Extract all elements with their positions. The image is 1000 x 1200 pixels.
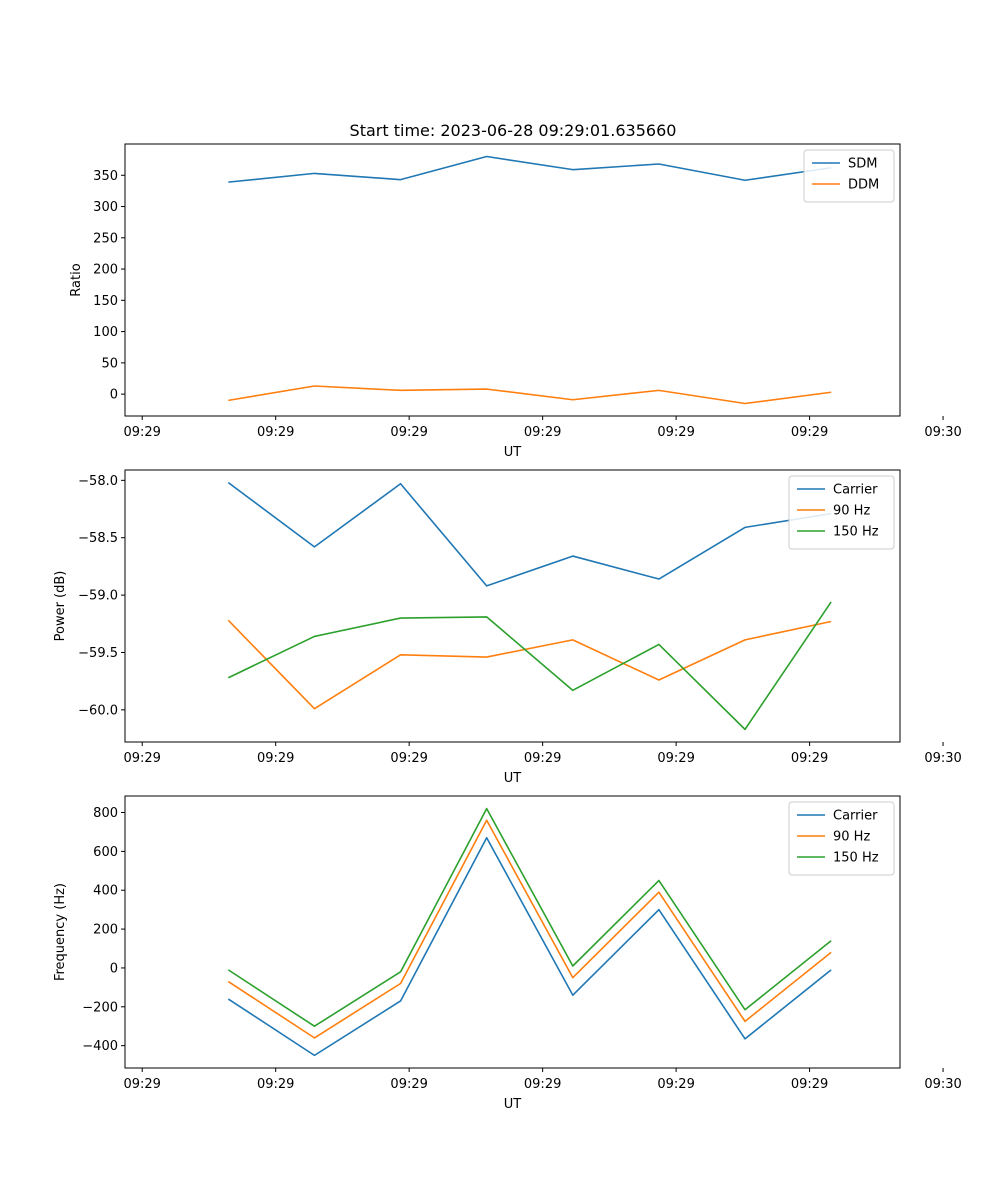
y-tick-label: −400 [82,1039,118,1054]
x-tick-label: 09:29 [657,1077,694,1092]
legend-label: Carrier [833,809,878,824]
x-tick-label: 09:29 [257,1077,294,1092]
x-tick-label: 09:30 [924,425,961,440]
y-tick-label: 400 [93,884,118,899]
series-line [227,601,832,731]
y-tick-label: −58.5 [78,531,118,546]
x-tick-label: 09:29 [791,751,828,766]
x-tick-label: 09:29 [257,425,294,440]
y-tick-label: 600 [93,845,118,860]
figure-title: Start time: 2023-06-28 09:29:01.635660 [350,121,677,140]
legend-label: 150 Hz [833,525,879,540]
x-tick-label: 09:29 [123,751,160,766]
x-tick-label: 09:29 [123,1077,160,1092]
y-tick-label: −200 [82,1000,118,1015]
subplot-2: 09:29 09:29 09:29 09:29 09:29 09:29 09:30 −60.0… [53,469,962,786]
legend-label: DDM [848,178,879,193]
y-tick-label: −58.0 [78,474,118,489]
y-tick-label: 50 [101,356,118,371]
x-tick-label: 09:29 [791,425,828,440]
series-line [228,385,832,405]
y-tick-label: 300 [93,200,118,215]
y-axis-label: Power (dB) [53,571,68,642]
axes-frame [124,469,901,743]
series-line [228,155,832,183]
y-axis-label: Ratio [69,263,84,296]
y-tick-label: −59.5 [78,646,118,661]
x-axis-label: UT [504,771,522,786]
y-tick-label: 200 [93,263,118,278]
x-tick-label: 09:29 [390,425,427,440]
y-tick-label: 0 [110,388,118,403]
x-tick-label: 09:30 [924,751,961,766]
legend-label: Carrier [833,483,878,498]
axes-frame [124,795,901,1069]
legend-label: 90 Hz [833,830,870,845]
legend-label: SDM [848,157,877,172]
x-tick-label: 09:29 [524,751,561,766]
x-tick-label: 09:29 [657,425,694,440]
x-tick-label: 09:29 [524,425,561,440]
x-tick-label: 09:29 [257,751,294,766]
series-line [227,807,832,1028]
legend: Carrier 90 Hz 150 Hz [788,801,895,876]
x-tick-label: 09:29 [390,751,427,766]
y-tick-label: 150 [93,294,118,309]
y-tick-label: 100 [93,325,118,340]
legend-label: 150 Hz [833,851,879,866]
series-line [227,819,832,1039]
axes-frame [124,143,901,417]
x-axis-label: UT [504,445,522,460]
subplot-3: 09:29 09:29 09:29 09:29 09:29 09:29 09:30 −400 −… [53,795,962,1112]
y-tick-label: 800 [93,806,118,821]
x-tick-label: 09:29 [123,425,160,440]
x-tick-label: 09:29 [657,751,694,766]
y-tick-label: 0 [110,961,118,976]
legend: Carrier 90 Hz 150 Hz [788,475,895,550]
x-tick-label: 09:29 [791,1077,828,1092]
legend: SDM DDM [803,149,895,203]
y-tick-label: −59.0 [78,589,118,604]
x-tick-label: 09:29 [524,1077,561,1092]
y-tick-label: −60.0 [78,703,118,718]
x-tick-label: 09:30 [924,1077,961,1092]
subplots: 09:29 09:29 09:29 09:29 09:29 09:29 09:30 0 50 10… [53,143,962,1112]
x-tick-label: 09:29 [390,1077,427,1092]
series-line [227,481,832,587]
y-tick-label: 250 [93,231,118,246]
y-axis-label: Frequency (Hz) [53,883,68,981]
series-line [227,836,832,1057]
x-axis-label: UT [504,1097,522,1112]
legend-label: 90 Hz [833,504,870,519]
y-tick-label: 200 [93,923,118,938]
series-line [227,619,832,710]
y-tick-label: 350 [93,169,118,184]
subplot-1: 09:29 09:29 09:29 09:29 09:29 09:29 09:30 0 50 10… [69,143,962,460]
